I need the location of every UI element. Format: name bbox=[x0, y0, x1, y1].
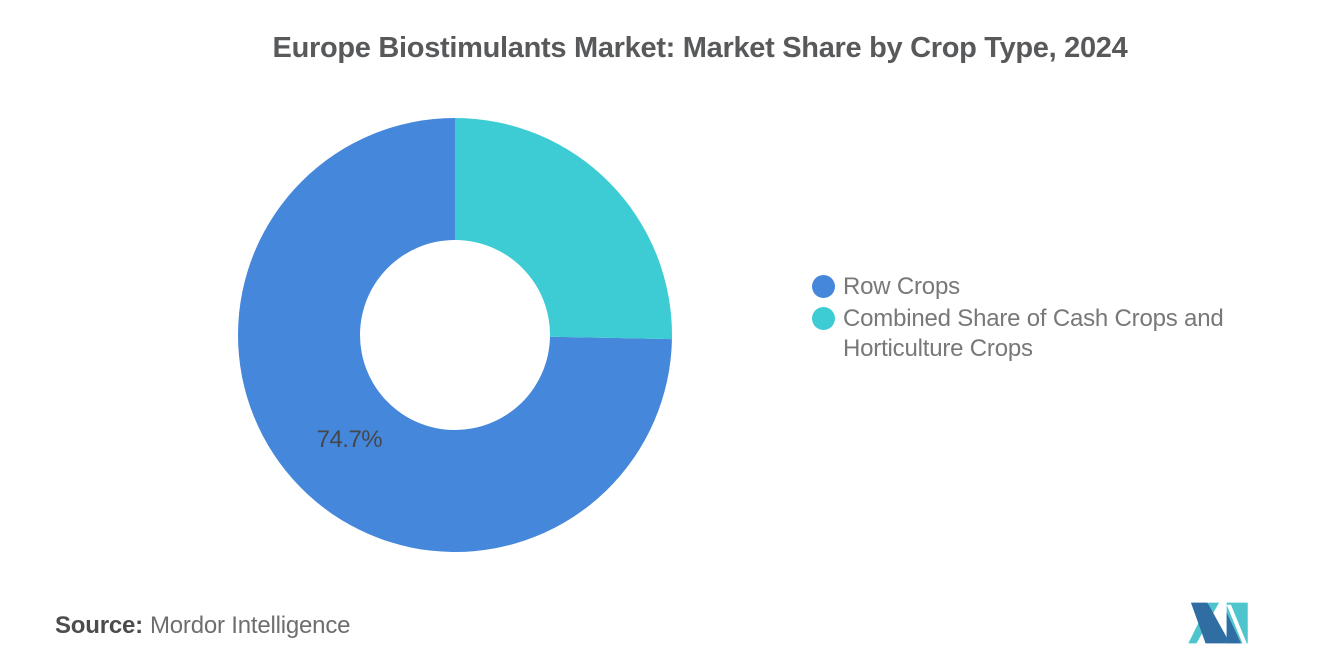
donut-slice-row-crops[interactable] bbox=[238, 118, 672, 553]
legend-swatch-row-crops bbox=[812, 275, 835, 298]
chart-title: Europe Biostimulants Market: Market Shar… bbox=[272, 32, 1128, 64]
logo-blue-triangle bbox=[1226, 612, 1242, 644]
source-line: Source: Mordor Intelligence bbox=[55, 612, 350, 640]
legend: Row Crops Combined Share of Cash Crops a… bbox=[812, 272, 1235, 364]
legend-item-combined-crops[interactable]: Combined Share of Cash Crops and Horticu… bbox=[812, 304, 1235, 364]
logo-blue-band bbox=[1190, 602, 1231, 644]
slice-value-label: 74.7% bbox=[317, 426, 383, 453]
mordor-intelligence-logo bbox=[1188, 602, 1248, 644]
source-value: Mordor Intelligence bbox=[149, 612, 351, 639]
source-label: Source: bbox=[55, 612, 143, 639]
legend-label-row-crops: Row Crops bbox=[843, 273, 960, 300]
legend-label-combined-crops: Combined Share of Cash Crops and Horticu… bbox=[843, 305, 1224, 362]
donut-slice-combined-share-of-cash-crops-and-horticulture-crops[interactable] bbox=[455, 118, 672, 340]
logo-white-gap bbox=[1226, 604, 1247, 644]
legend-item-row-crops[interactable]: Row Crops bbox=[812, 272, 1235, 302]
legend-swatch-combined-crops bbox=[812, 307, 835, 330]
